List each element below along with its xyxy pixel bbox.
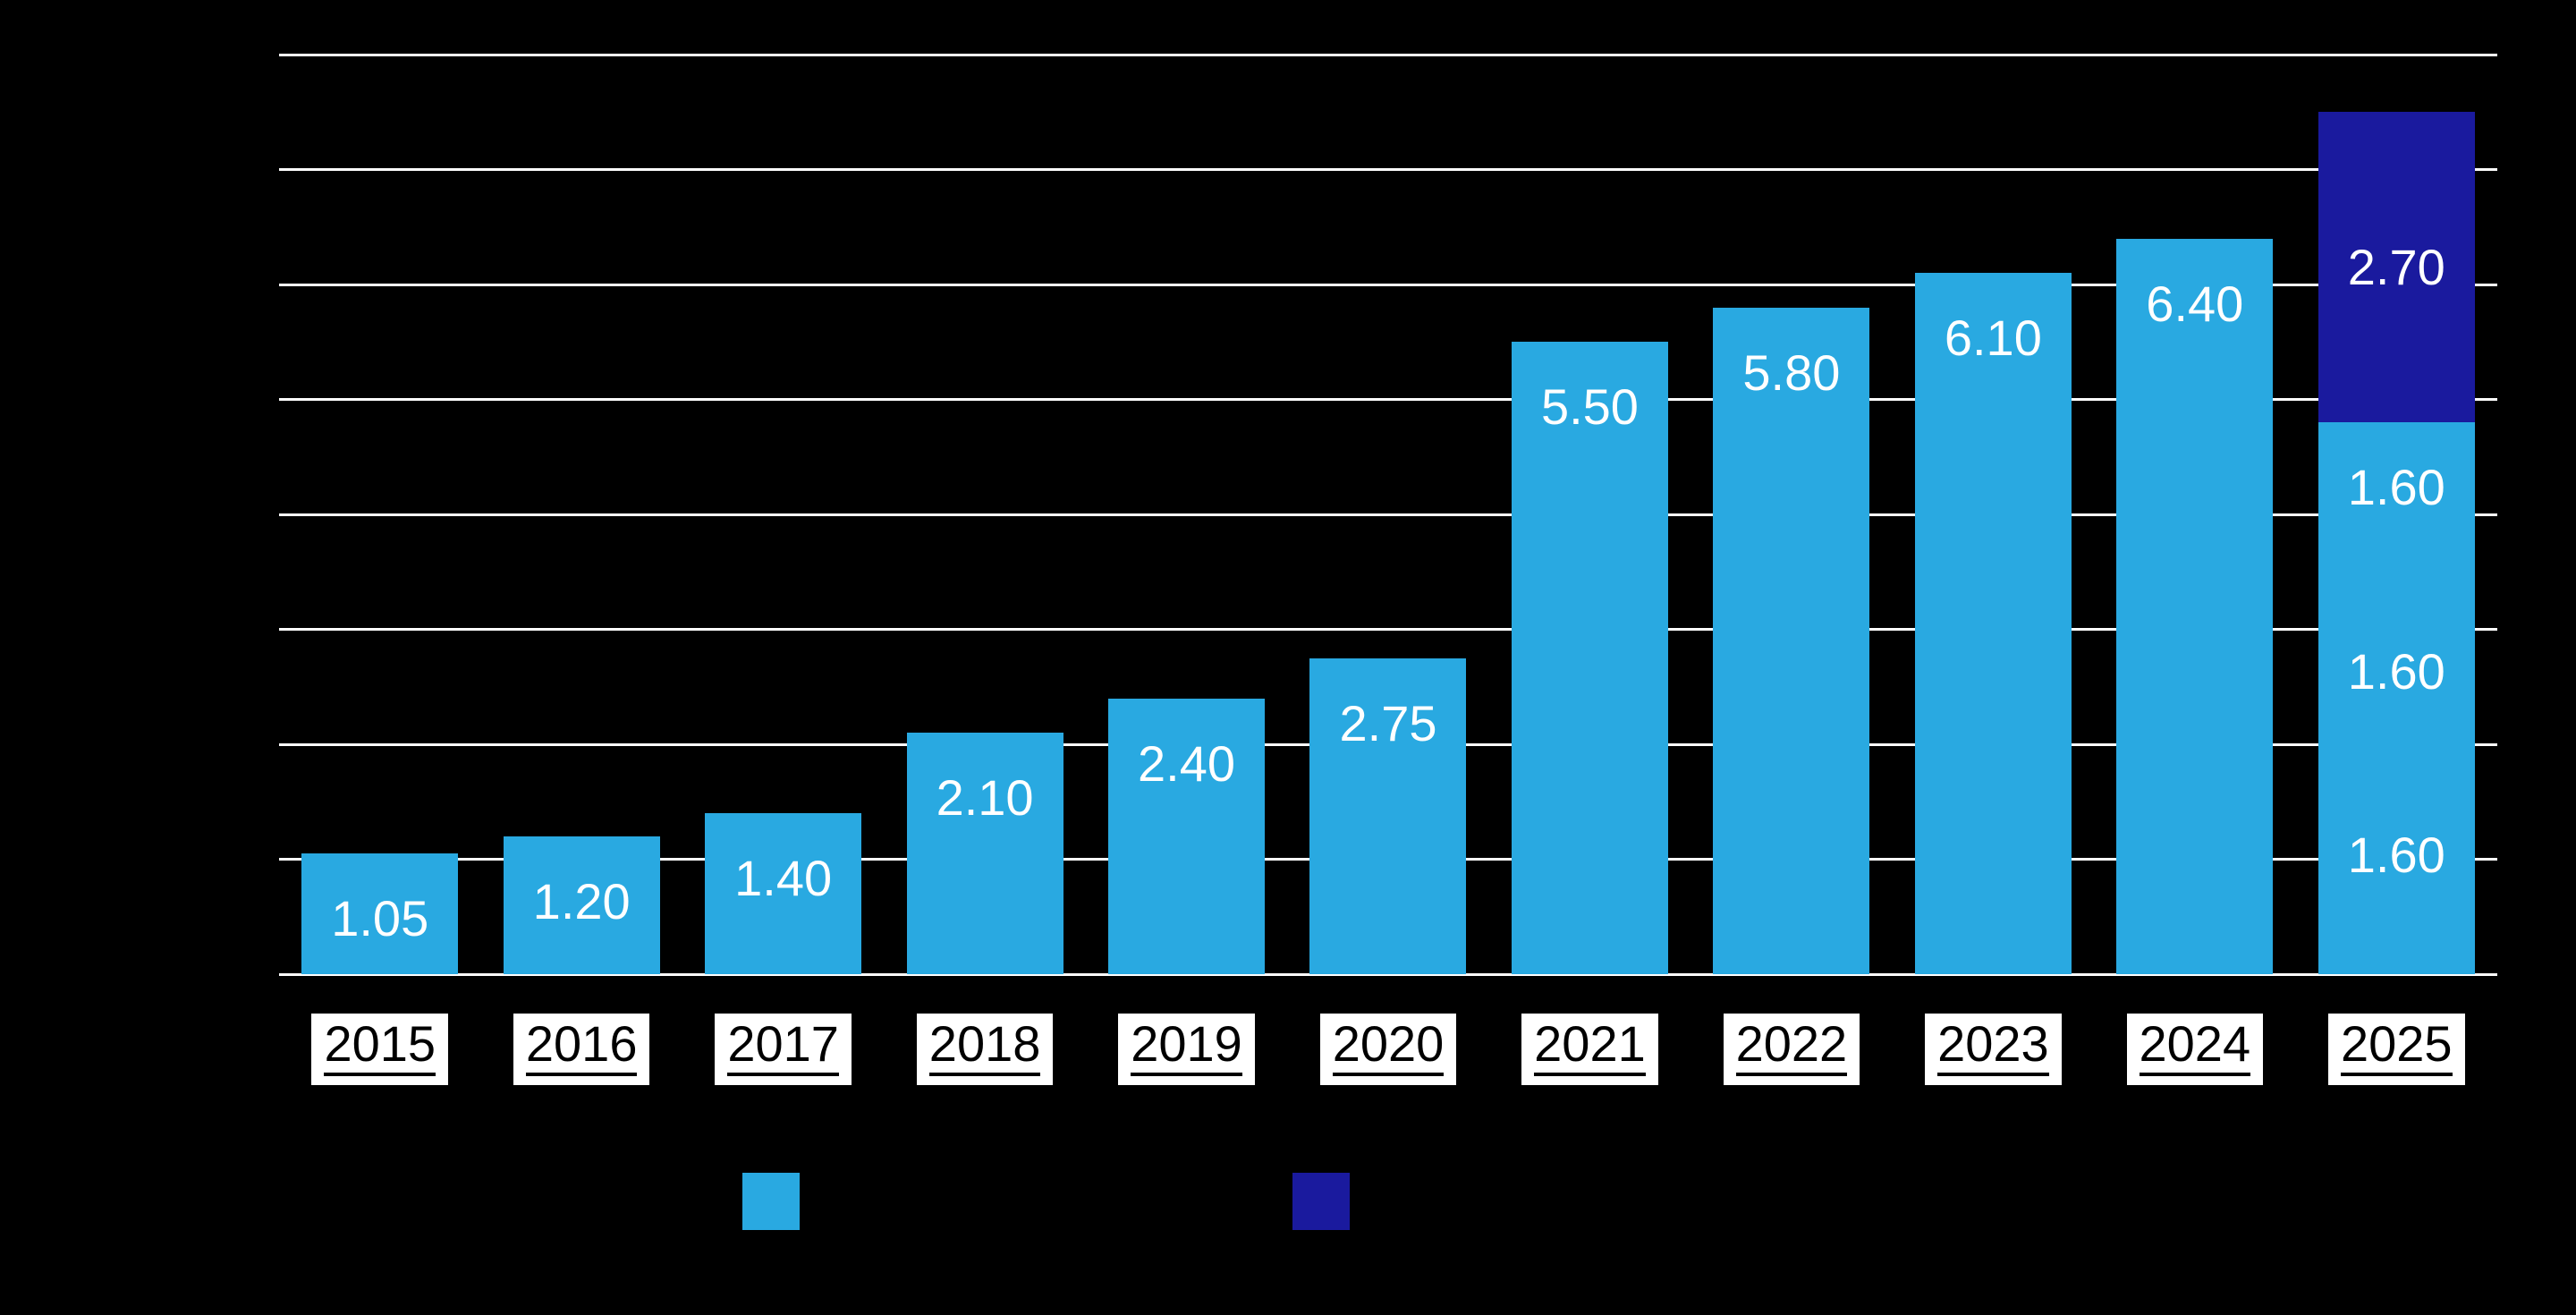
x-axis-label: 2015 (311, 1014, 449, 1085)
bar-segment: 5.50 (1511, 342, 1668, 974)
bar-segment: 1.05 (301, 853, 459, 974)
bar-segment: 5.80 (1713, 307, 1870, 974)
x-axis-label-text: 2017 (727, 1019, 839, 1076)
bar-slot: 1.05 (279, 55, 480, 974)
x-axis-slot: 2018 (884, 1014, 1085, 1085)
bar-segment: 2.70 (2318, 112, 2475, 423)
bar-slot: 1.20 (480, 55, 682, 974)
bar-2024: 6.40 (2116, 238, 2274, 974)
x-axis-label: 2018 (916, 1014, 1054, 1085)
bar-segment: 2.10 (906, 733, 1063, 974)
bar-value-label: 1.60 (2347, 459, 2445, 516)
bar-2018: 2.10 (906, 733, 1063, 974)
bar-segment: 6.10 (1914, 273, 2072, 974)
bar-segment: 2.75 (1309, 658, 1467, 974)
bar-value-label: 2.75 (1339, 694, 1437, 751)
bar-slot: 6.40 (2094, 55, 2295, 974)
x-axis-label: 2020 (1319, 1014, 1457, 1085)
bar-value-label: 2.40 (1138, 734, 1236, 792)
x-axis-label-text: 2020 (1332, 1019, 1445, 1076)
bar-2022: 5.80 (1713, 307, 1870, 974)
bar-2017: 1.40 (705, 813, 862, 974)
bar-slot: 6.10 (1893, 55, 2094, 974)
x-axis-label-text: 2021 (1534, 1019, 1646, 1076)
legend (0, 1173, 2576, 1235)
bar-segment: 1.40 (705, 813, 862, 974)
bar-2023: 6.10 (1914, 273, 2072, 974)
gridline (279, 972, 2497, 976)
x-axis-slot: 2025 (2296, 1014, 2497, 1085)
x-axis-slot: 2022 (1690, 1014, 1892, 1085)
bar-slot: 5.80 (1690, 55, 1892, 974)
legend-swatch-light (742, 1173, 800, 1230)
x-axis-slot: 2016 (480, 1014, 682, 1085)
bar-value-label: 2.70 (2347, 238, 2445, 295)
x-axis-label-text: 2024 (2139, 1019, 2251, 1076)
bar-value-label: 1.60 (2347, 642, 2445, 700)
bar-slot: 1.40 (682, 55, 884, 974)
x-axis-label-text: 2015 (324, 1019, 436, 1076)
bar-value-label: 1.40 (734, 850, 833, 907)
bar-slot: 5.50 (1489, 55, 1690, 974)
x-axis-label: 2025 (2327, 1014, 2465, 1085)
bar-2019: 2.40 (1108, 698, 1266, 974)
x-axis-label: 2023 (1925, 1014, 2062, 1085)
bar-segment: 6.40 (2116, 238, 2274, 974)
x-axis-label: 2017 (715, 1014, 852, 1085)
bar-value-label: 1.20 (532, 872, 631, 929)
bar-value-label: 5.50 (1540, 378, 1639, 436)
bar-value-label: 1.05 (331, 890, 429, 947)
bars-row: 1.05 1.20 1.40 2.10 2.40 2.75 5.50 5.80 6.10 6.40… (279, 55, 2497, 974)
bar-slot: 2.75 (1287, 55, 1488, 974)
gridline (279, 628, 2497, 631)
bar-value-label: 6.40 (2146, 275, 2244, 332)
gridline (279, 168, 2497, 171)
x-axis-label-text: 2025 (2340, 1019, 2453, 1076)
x-axis-label-text: 2016 (525, 1019, 638, 1076)
x-axis-label-text: 2019 (1131, 1019, 1242, 1076)
bar-segment: 1.60 (2318, 790, 2475, 974)
legend-swatch-dark (1292, 1173, 1350, 1230)
x-axis: 2015 2016 2017 2018 2019 2020 2021 2022 2023 2024… (279, 1014, 2497, 1085)
x-axis-label: 2021 (1521, 1014, 1658, 1085)
bar-2020: 2.75 (1309, 658, 1467, 974)
x-axis-slot: 2020 (1287, 1014, 1488, 1085)
x-axis-label: 2016 (513, 1014, 650, 1085)
x-axis-label-text: 2023 (1937, 1019, 2049, 1076)
x-axis-slot: 2021 (1489, 1014, 1690, 1085)
bar-segment: 1.60 (2318, 606, 2475, 791)
gridline (279, 283, 2497, 286)
bar-segment: 2.40 (1108, 698, 1266, 974)
bar-slot: 2.40 (1086, 55, 1287, 974)
bar-segment: 1.20 (503, 836, 660, 974)
bar-value-label: 2.10 (936, 769, 1034, 827)
x-axis-slot: 2015 (279, 1014, 480, 1085)
x-axis-label: 2024 (2126, 1014, 2264, 1085)
gridline (279, 398, 2497, 401)
x-axis-label-text: 2022 (1735, 1019, 1848, 1076)
bar-2021: 5.50 (1511, 342, 1668, 974)
x-axis-label-text: 2018 (928, 1019, 1041, 1076)
bar-slot: 1.60 1.60 1.60 2.70 (2296, 55, 2497, 974)
gridline (279, 53, 2497, 56)
plot-area: 1.05 1.20 1.40 2.10 2.40 2.75 5.50 5.80 6.10 6.40… (279, 53, 2497, 976)
bar-2015: 1.05 (301, 853, 459, 974)
bar-slot: 2.10 (884, 55, 1085, 974)
x-axis-slot: 2017 (682, 1014, 884, 1085)
x-axis-slot: 2019 (1086, 1014, 1287, 1085)
x-axis-slot: 2023 (1893, 1014, 2094, 1085)
x-axis-label: 2022 (1723, 1014, 1860, 1085)
bar-value-label: 1.60 (2347, 827, 2445, 884)
bar-value-label: 6.10 (1944, 310, 2042, 367)
bar-value-label: 5.80 (1742, 344, 1841, 401)
x-axis-slot: 2024 (2094, 1014, 2295, 1085)
bar-2016: 1.20 (503, 836, 660, 974)
bar-2025: 1.60 1.60 1.60 2.70 (2318, 112, 2475, 974)
bar-segment: 1.60 (2318, 422, 2475, 607)
x-axis-label: 2019 (1118, 1014, 1255, 1085)
gridline (279, 513, 2497, 516)
